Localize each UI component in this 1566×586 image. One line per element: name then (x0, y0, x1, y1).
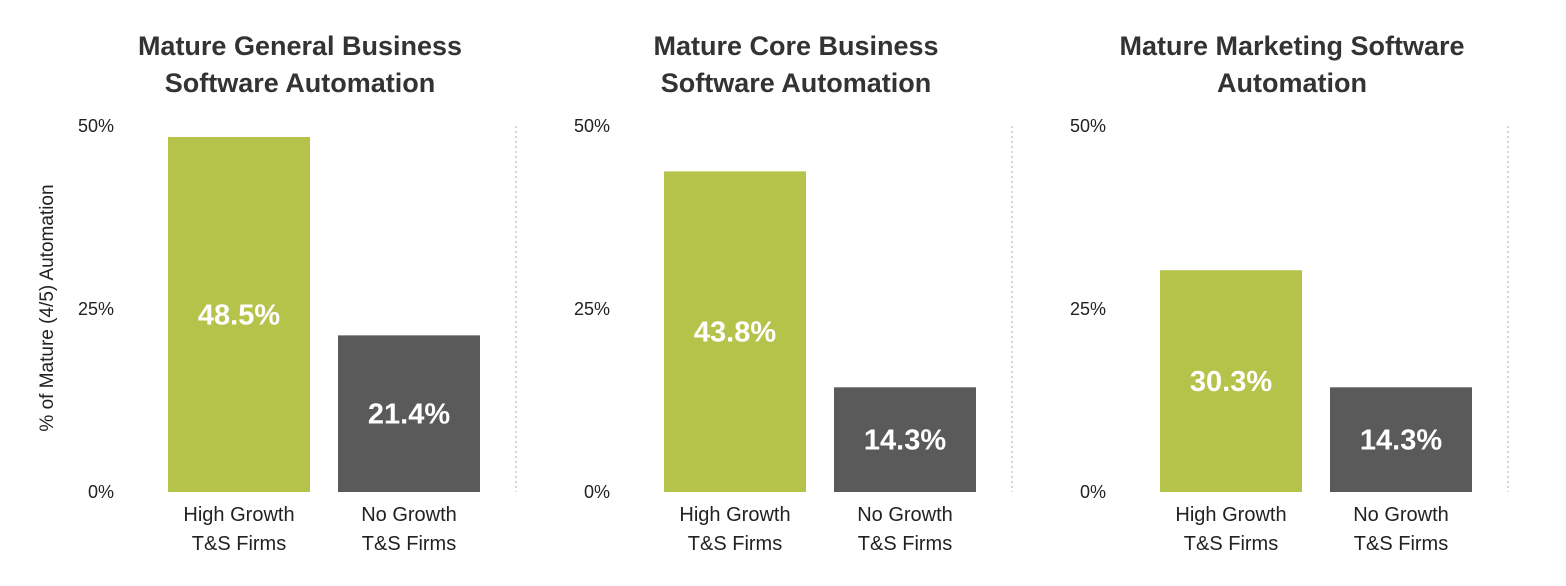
chart-title-line: Mature Marketing Software (1119, 31, 1465, 61)
x-category-label: T&S Firms (1184, 533, 1278, 555)
x-category-label: T&S Firms (192, 533, 286, 555)
y-tick-label: 50% (574, 116, 610, 136)
y-tick-label: 0% (1080, 482, 1106, 502)
bar-value-label: 21.4% (368, 399, 450, 431)
bar (834, 387, 976, 492)
bar (338, 335, 480, 492)
bar-value-label: 43.8% (694, 317, 776, 349)
chart-title: Mature Marketing Software Automation (1072, 28, 1512, 102)
chart-title-line: Mature General Business (137, 31, 463, 61)
chart-title-line: Automation (1217, 68, 1367, 98)
x-category-label: No Growth (361, 504, 457, 526)
x-category-label: T&S Firms (362, 533, 456, 555)
x-category-label: No Growth (1353, 504, 1449, 526)
x-category-label: No Growth (857, 504, 953, 526)
chart-plot: 0% 25% 50% 43.8% High Growth T&S Firms 14.3% No… (574, 116, 1013, 555)
x-category-label: T&S Firms (858, 533, 952, 555)
y-tick-label: 50% (1070, 116, 1106, 136)
bar (168, 136, 310, 493)
bar-value-label: 48.5% (198, 299, 280, 331)
x-category-label: T&S Firms (1354, 533, 1448, 555)
x-category-label: T&S Firms (688, 533, 782, 555)
y-tick-label: 0% (584, 482, 610, 502)
bar-value-label: 30.3% (1190, 366, 1272, 398)
chart-panel: Mature Core Business Software Automation 0… (574, 0, 1016, 586)
bar (664, 171, 806, 492)
x-category-label: High Growth (183, 504, 294, 526)
y-axis-label: % of Mature (4/5) Automation (37, 184, 58, 432)
chart-plot: 0% 25% 50% 48.5% High Growth T&S Firms 21.4% No… (78, 116, 517, 555)
y-tick-label: 0% (88, 482, 114, 502)
x-category-label: High Growth (679, 504, 790, 526)
chart-title-line: Mature Core Business (653, 31, 939, 61)
chart-title: Mature Core Business Software Automation (576, 28, 1016, 102)
y-tick-label: 25% (78, 299, 114, 319)
chart-panel: Mature General Business Software Automati… (78, 0, 520, 586)
chart-plot: 0% 25% 50% 30.3% High Growth T&S Firms 14.3% No… (1070, 116, 1509, 555)
chart-panel: Mature Marketing Software Automation 0% 25%… (1070, 0, 1512, 586)
bar (1330, 387, 1472, 492)
bar-value-label: 14.3% (864, 425, 946, 457)
chart-title: Mature General Business Software Automati… (80, 28, 520, 102)
bar-value-label: 14.3% (1360, 425, 1442, 457)
y-tick-label: 25% (1070, 299, 1106, 319)
bar (1160, 270, 1302, 492)
x-category-label: High Growth (1175, 504, 1286, 526)
chart-title-line: Software Automation (164, 68, 436, 98)
y-tick-label: 50% (78, 116, 114, 136)
y-tick-label: 25% (574, 299, 610, 319)
chart-title-line: Software Automation (660, 68, 932, 98)
